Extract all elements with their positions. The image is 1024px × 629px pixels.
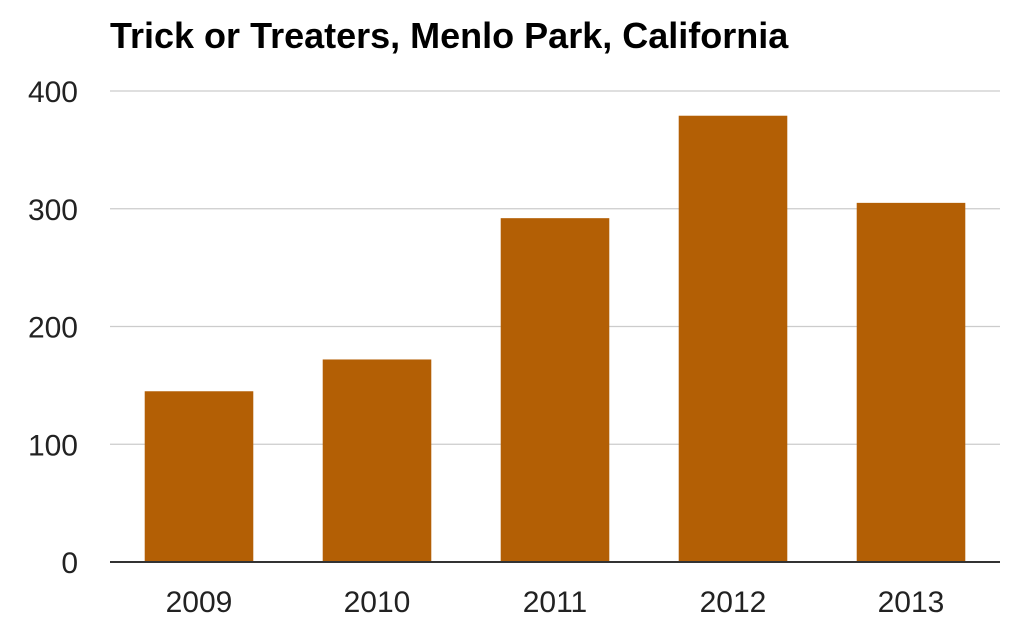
tick-labels: 0 100 200 300 400 2009 2010 2011 2012 2013: [28, 76, 944, 619]
y-tick-label: 300: [28, 194, 78, 227]
bar-2011: [500, 218, 610, 563]
y-tick-label: 400: [28, 76, 78, 109]
y-tick-label: 200: [28, 312, 78, 345]
y-tick-label: 0: [61, 547, 78, 580]
bar-2012: [678, 115, 788, 562]
chart-title: Trick or Treaters, Menlo Park, Californi…: [110, 15, 789, 56]
bar-2013: [856, 202, 966, 563]
x-tick-label: 2013: [878, 586, 945, 619]
bar-2009: [144, 391, 254, 562]
bar-2010: [322, 359, 432, 562]
x-tick-label: 2011: [523, 586, 588, 619]
x-tick-label: 2010: [344, 586, 411, 619]
x-tick-label: 2012: [700, 586, 767, 619]
y-tick-label: 100: [28, 429, 78, 462]
bars: [144, 115, 966, 563]
x-tick-label: 2009: [166, 586, 233, 619]
